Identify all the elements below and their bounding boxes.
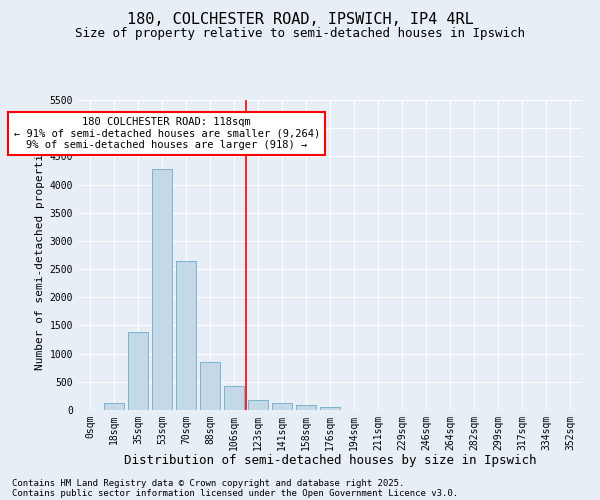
Bar bbox=[152, 169, 172, 410]
Y-axis label: Number of semi-detached properties: Number of semi-detached properties bbox=[35, 140, 46, 370]
Text: 180, COLCHESTER ROAD, IPSWICH, IP4 4RL: 180, COLCHESTER ROAD, IPSWICH, IP4 4RL bbox=[127, 12, 473, 28]
Bar bbox=[248, 400, 268, 410]
X-axis label: Distribution of semi-detached houses by size in Ipswich: Distribution of semi-detached houses by … bbox=[124, 454, 536, 468]
Text: Contains public sector information licensed under the Open Government Licence v3: Contains public sector information licen… bbox=[12, 488, 458, 498]
Bar bbox=[104, 403, 124, 410]
Bar bbox=[320, 407, 340, 410]
Text: 180 COLCHESTER ROAD: 118sqm
← 91% of semi-detached houses are smaller (9,264)
9%: 180 COLCHESTER ROAD: 118sqm ← 91% of sem… bbox=[14, 117, 320, 150]
Bar bbox=[224, 386, 244, 410]
Text: Contains HM Land Registry data © Crown copyright and database right 2025.: Contains HM Land Registry data © Crown c… bbox=[12, 478, 404, 488]
Bar bbox=[272, 403, 292, 410]
Bar bbox=[296, 406, 316, 410]
Bar bbox=[128, 332, 148, 410]
Text: Size of property relative to semi-detached houses in Ipswich: Size of property relative to semi-detach… bbox=[75, 28, 525, 40]
Bar bbox=[176, 260, 196, 410]
Bar bbox=[200, 362, 220, 410]
